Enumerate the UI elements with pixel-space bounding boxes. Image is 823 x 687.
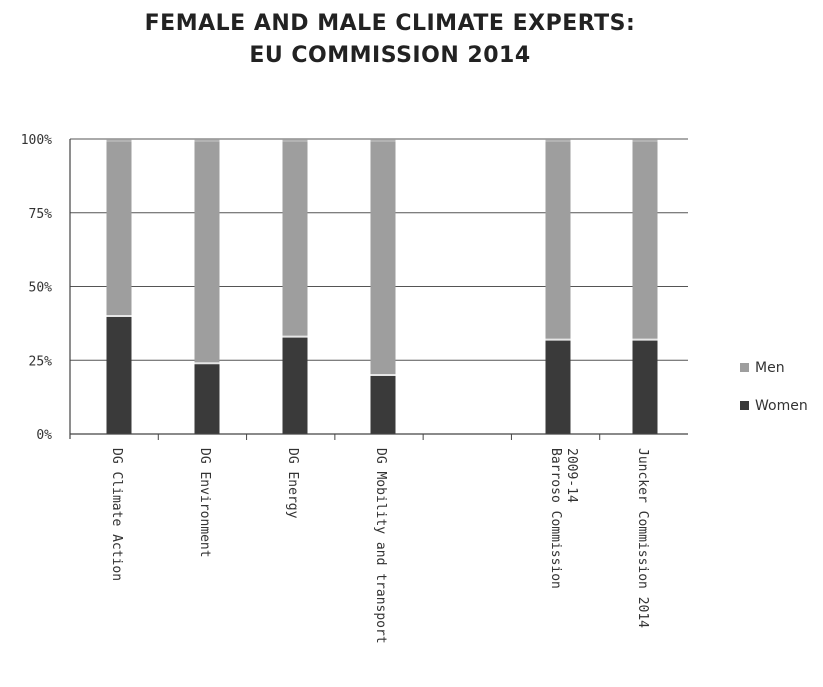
chart-title: FEMALE AND MALE CLIMATE EXPERTS: EU COMM…: [0, 8, 780, 72]
bar-men: [106, 139, 132, 316]
bar-women: [370, 375, 396, 434]
bar-men: [632, 139, 658, 340]
bar-women: [545, 339, 571, 434]
bars: [106, 139, 658, 434]
chart-title-line-1: FEMALE AND MALE CLIMATE EXPERTS:: [144, 11, 636, 36]
y-tick-label: 75%: [29, 207, 53, 222]
bar-women: [106, 316, 132, 434]
legend-label-men: Men: [755, 360, 785, 376]
chart-title-line-2: EU COMMISSION 2014: [249, 43, 531, 68]
category-label: 2009-14: [564, 448, 579, 503]
legend-swatch-women: [740, 401, 749, 410]
category-label: DG Environment: [197, 448, 212, 558]
category-label: Juncker Commission 2014: [635, 448, 650, 628]
y-tick-label: 100%: [21, 133, 52, 148]
legend: Men Women: [740, 360, 808, 414]
y-tick-label: 25%: [29, 354, 53, 369]
y-tick-label: 50%: [29, 281, 53, 296]
x-axis-category-labels: DG Climate Action DG Environment DG Energy…: [109, 448, 650, 644]
legend-swatch-men: [740, 363, 749, 372]
bar-men: [282, 139, 308, 337]
bar-men: [545, 139, 571, 340]
category-label: DG Energy: [285, 448, 300, 519]
y-axis-tick-labels: 0% 25% 50% 75% 100%: [21, 133, 52, 443]
legend-label-women: Women: [755, 398, 808, 414]
category-label: Barroso Commission: [548, 448, 563, 589]
category-label: DG Climate Action: [109, 448, 124, 581]
category-label: DG Mobility and transport: [373, 448, 388, 644]
bar-women: [282, 336, 308, 434]
bar-women: [194, 363, 220, 434]
y-tick-label: 0%: [36, 428, 52, 443]
axes: [69, 139, 688, 440]
bar-women: [632, 339, 658, 434]
bar-men: [370, 139, 396, 375]
bar-men: [194, 139, 220, 364]
